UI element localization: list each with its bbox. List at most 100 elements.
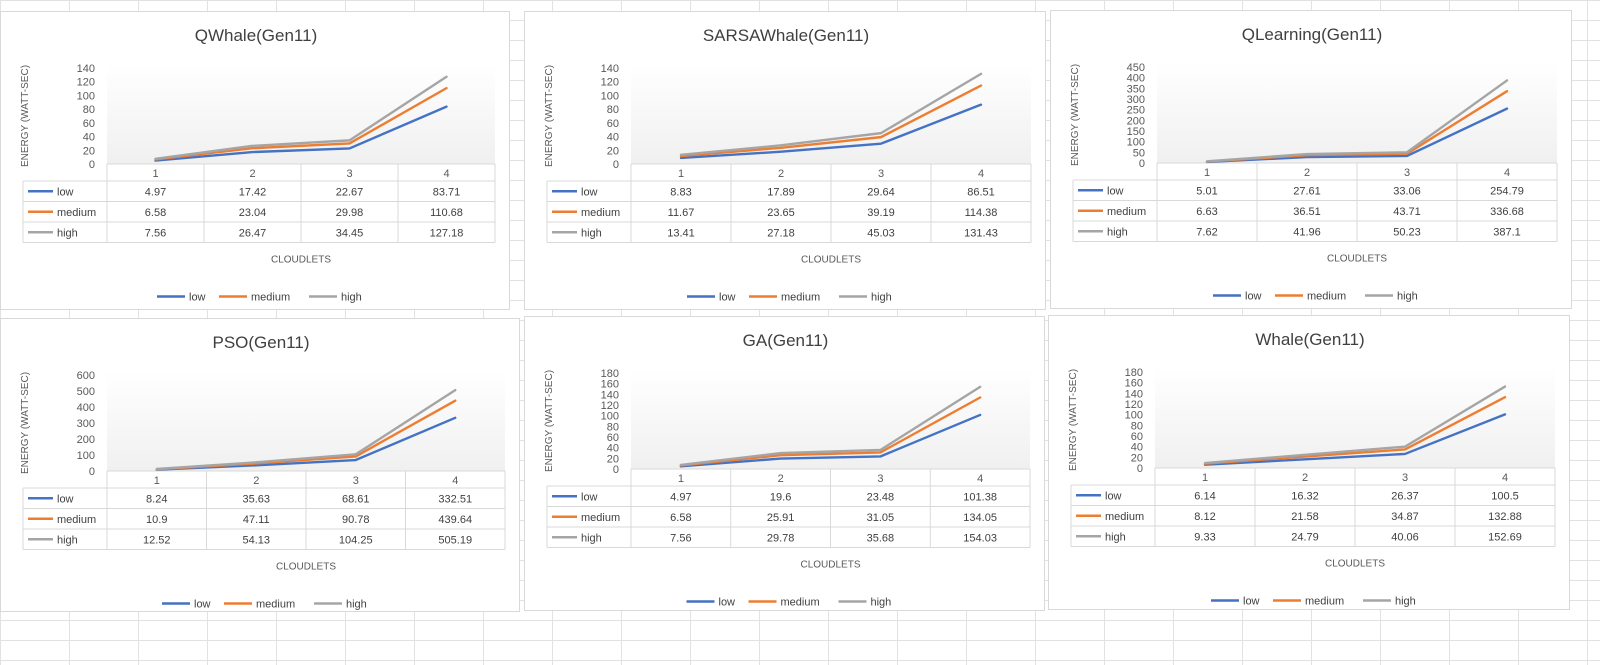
table-cell: 4.97 [670, 491, 691, 503]
table-series-label: medium [581, 512, 620, 524]
x-tick-label: 2 [1304, 167, 1310, 179]
legend-label: high [346, 599, 367, 611]
legend-item-high[interactable]: high [309, 292, 362, 304]
table-cell: 110.68 [430, 207, 463, 219]
table-cell: 336.68 [1490, 206, 1524, 218]
table-cell: 7.62 [1196, 226, 1217, 238]
plot-area [107, 64, 495, 164]
chart-card-qwhale[interactable]: QWhale(Gen11) 0 20 40 60 80 100 120 140 ENERGY (W… [0, 11, 510, 310]
table-cell: 41.96 [1293, 226, 1321, 238]
x-axis-title: CLOUDLETS [1327, 254, 1387, 265]
table-series-label: medium [581, 207, 620, 219]
y-tick-label: 0 [89, 159, 95, 171]
legend-item-medium[interactable]: medium [1275, 291, 1346, 303]
table-cell: 10.9 [146, 514, 167, 526]
series-line-medium[interactable] [154, 86, 448, 161]
y-tick-label: 20 [83, 145, 95, 157]
y-tick-label: 80 [1131, 420, 1143, 432]
y-tick-label: 40 [607, 132, 619, 144]
y-tick-label: 0 [1137, 463, 1143, 475]
series-line-low[interactable] [1203, 413, 1507, 466]
legend-item-medium[interactable]: medium [219, 292, 290, 304]
chart-card-qlearning[interactable]: QLearning(Gen11) 0 50 100 150 200 250 300 350 400… [1050, 10, 1572, 309]
legend-item-low[interactable]: low [687, 292, 736, 304]
legend-item-high[interactable]: high [1365, 291, 1418, 303]
table-cell: 36.51 [1293, 206, 1321, 218]
series-line-low[interactable] [154, 105, 448, 162]
legend-item-low[interactable]: low [686, 597, 736, 609]
y-tick-label: 60 [1131, 431, 1143, 443]
y-tick-label: 40 [607, 443, 619, 455]
table-cell: 29.98 [336, 207, 364, 219]
table-cell: 4.97 [145, 186, 166, 198]
chart-card-ga[interactable]: GA(Gen11) 0 20 40 60 80 100 120 140 160 180 ENERGY … [524, 316, 1045, 611]
y-tick-label: 100 [77, 90, 95, 102]
x-tick-label: 2 [1302, 472, 1308, 484]
x-tick-label: 2 [249, 168, 255, 180]
table-cell: 23.04 [239, 207, 267, 219]
y-tick-label: 60 [607, 432, 619, 444]
table-series-label: low [581, 186, 598, 198]
y-tick-label: 0 [613, 464, 619, 476]
table-cell: 29.64 [867, 186, 895, 198]
table-cell: 6.14 [1194, 490, 1215, 502]
table-cell: 54.13 [242, 534, 270, 546]
chart-title: PSO(Gen11) [212, 333, 309, 352]
table-cell: 23.48 [867, 491, 895, 503]
table-cell: 35.63 [242, 493, 270, 505]
y-axis-title: ENERGY (WATT-SEC) [20, 65, 31, 167]
legend-item-medium[interactable]: medium [748, 597, 820, 609]
legend-item-medium[interactable]: medium [224, 599, 295, 611]
legend-item-high[interactable]: high [1363, 596, 1416, 608]
table-cell: 26.47 [239, 227, 267, 239]
legend-item-low[interactable]: low [162, 599, 211, 611]
table-cell: 33.06 [1393, 185, 1421, 197]
table-cell: 86.51 [967, 186, 995, 198]
table-cell: 39.19 [867, 207, 895, 219]
y-tick-label: 120 [77, 77, 95, 89]
x-tick-label: 1 [154, 475, 160, 487]
legend-label: high [1397, 291, 1418, 303]
series-line-medium[interactable] [679, 396, 982, 467]
series-line-high[interactable] [679, 72, 983, 157]
data-table [22, 470, 506, 550]
x-tick-label: 3 [1404, 167, 1410, 179]
series-line-high[interactable] [155, 388, 457, 471]
y-tick-label: 0 [613, 159, 619, 171]
y-tick-label: 400 [1127, 73, 1145, 85]
legend-item-medium[interactable]: medium [1273, 596, 1344, 608]
series-line-low[interactable] [679, 103, 983, 160]
table-series-label: low [1107, 185, 1124, 197]
chart-card-whale[interactable]: Whale(Gen11) 0 20 40 60 80 100 120 140 160 180 ENER… [1048, 315, 1570, 610]
legend-item-high[interactable]: high [838, 597, 892, 609]
legend-item-low[interactable]: low [1211, 596, 1260, 608]
series-line-medium[interactable] [679, 84, 983, 158]
x-tick-label: 2 [778, 168, 784, 180]
legend-item-high[interactable]: high [314, 599, 367, 611]
series-line-high[interactable] [1205, 79, 1509, 163]
y-tick-label: 400 [77, 402, 95, 414]
series-line-high[interactable] [1203, 385, 1507, 465]
x-tick-label: 4 [443, 168, 449, 180]
y-tick-label: 200 [1127, 115, 1145, 127]
chart-card-sarsawhale[interactable]: SARSAWhale(Gen11) 0 20 40 60 80 100 120 140 ENERG… [524, 11, 1046, 310]
series-line-high[interactable] [679, 385, 982, 467]
table-series-label: medium [57, 207, 96, 219]
table-cell: 34.87 [1391, 511, 1419, 523]
series-line-high[interactable] [154, 75, 448, 161]
legend-item-high[interactable]: high [839, 292, 892, 304]
table-cell: 332.51 [438, 493, 472, 505]
y-tick-label: 180 [601, 368, 619, 380]
chart-title: Whale(Gen11) [1255, 330, 1364, 349]
table-cell: 21.58 [1291, 511, 1319, 523]
chart-card-pso[interactable]: PSO(Gen11) 0 100 200 300 400 500 600 ENERGY (WAT… [0, 318, 520, 612]
legend-item-medium[interactable]: medium [749, 292, 820, 304]
data-table [546, 163, 1032, 243]
legend-item-low[interactable]: low [1213, 291, 1262, 303]
table-cell: 114.38 [965, 207, 998, 219]
series-line-low[interactable] [679, 413, 982, 468]
chart-title: GA(Gen11) [743, 331, 829, 350]
legend-item-low[interactable]: low [157, 292, 206, 304]
y-axis-title: ENERGY (WATT-SEC) [1070, 64, 1081, 166]
